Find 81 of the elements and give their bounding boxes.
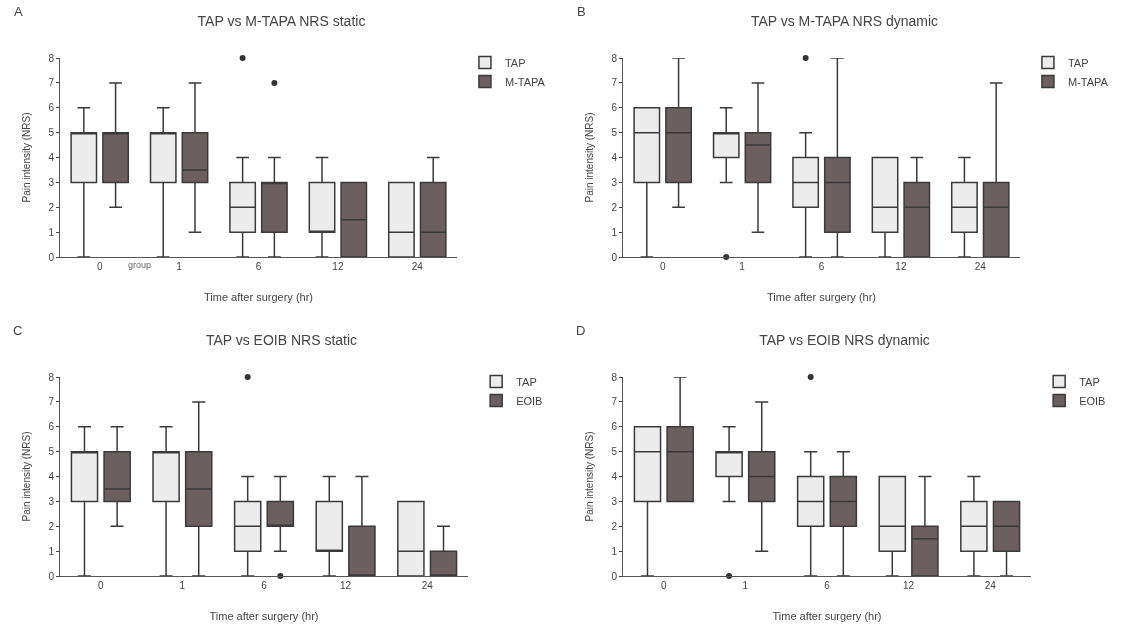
- x-tick-label: 6: [824, 580, 831, 591]
- y-tick-label: 7: [48, 77, 55, 89]
- y-tick-label: 2: [611, 520, 618, 532]
- y-tick-label: 0: [48, 251, 55, 263]
- y-tick-label: 3: [611, 495, 618, 507]
- x-tick-label: 1: [739, 261, 746, 272]
- y-tick-label: 0: [48, 570, 55, 582]
- y-tick-label: 7: [611, 396, 618, 408]
- x-tick-label: 12: [895, 261, 907, 272]
- y-axis-title: Pain intensity (NRS): [584, 431, 595, 522]
- x-tick-label: 24: [411, 261, 424, 272]
- x-tick-label: 24: [984, 580, 997, 591]
- legend-label: EOIB: [1079, 394, 1106, 407]
- x-tick-label: 6: [818, 261, 825, 272]
- y-tick-label: 2: [611, 201, 618, 213]
- legend-label: TAP: [504, 56, 526, 69]
- text: C: [13, 323, 23, 338]
- y-tick-label: 6: [611, 421, 618, 433]
- text: D: [576, 323, 586, 338]
- y-tick-label: 1: [611, 545, 618, 557]
- legend-label: M-TAPA: [504, 75, 546, 88]
- y-tick-label: 6: [48, 102, 55, 114]
- legend-label: TAP: [1079, 375, 1100, 388]
- y-tick-label: 0: [611, 251, 618, 263]
- legend-label: TAP: [1067, 56, 1089, 69]
- y-tick-label: 4: [611, 152, 618, 163]
- x-tick-label: 6: [261, 580, 268, 591]
- y-tick-label: 4: [48, 471, 55, 482]
- y-axis-title: Pain intensity (NRS): [584, 112, 595, 203]
- y-tick-label: 5: [611, 446, 618, 458]
- text: B: [577, 4, 586, 19]
- y-tick-label: 1: [48, 545, 55, 557]
- legend-label: TAP: [516, 375, 537, 388]
- text: A: [14, 4, 23, 19]
- x-tick-label: 12: [903, 580, 915, 591]
- x-tick-label: 12: [340, 580, 352, 591]
- x-axis-title: Time after surgery (hr): [766, 291, 877, 304]
- x-tick-label: 12: [332, 261, 344, 272]
- x-axis-title: Time after surgery (hr): [203, 291, 314, 304]
- x-tick-label: 1: [179, 580, 186, 591]
- legend-label: M-TAPA: [1067, 75, 1109, 88]
- y-tick-label: 2: [48, 520, 55, 532]
- y-tick-label: 6: [48, 421, 55, 433]
- y-tick-label: 5: [48, 127, 55, 139]
- x-axis-title: Time after surgery (hr): [209, 610, 319, 623]
- y-tick-label: 7: [48, 396, 55, 408]
- y-tick-label: 5: [48, 446, 55, 458]
- text: group: [128, 260, 152, 270]
- x-tick-label: 24: [421, 580, 434, 591]
- x-axis-title: Time after surgery (hr): [772, 610, 882, 623]
- y-axis-title: Pain intensity (NRS): [21, 112, 32, 203]
- y-tick-label: 5: [611, 127, 618, 139]
- x-tick-label: 24: [974, 261, 987, 272]
- y-tick-label: 1: [611, 226, 618, 238]
- y-axis-title: Pain intensity (NRS): [21, 431, 32, 522]
- y-tick-label: 4: [611, 471, 618, 482]
- x-tick-label: 0: [96, 261, 103, 272]
- y-tick-label: 8: [48, 52, 55, 64]
- x-tick-label: 0: [661, 580, 668, 591]
- y-tick-label: 6: [611, 102, 618, 114]
- chart-title: TAP vs M-TAPA NRS dynamic: [750, 12, 939, 29]
- chart-title: TAP vs EOIB NRS dynamic: [759, 331, 930, 348]
- chart-title: TAP vs EOIB NRS static: [205, 331, 358, 348]
- y-tick-label: 2: [48, 201, 55, 213]
- y-tick-label: 8: [48, 371, 55, 383]
- y-tick-label: 8: [611, 371, 618, 383]
- x-tick-label: 0: [98, 580, 105, 591]
- chart-title: TAP vs M-TAPA NRS static: [197, 12, 366, 29]
- y-tick-label: 3: [48, 495, 55, 507]
- x-tick-label: 6: [255, 261, 262, 272]
- x-tick-label: 0: [659, 261, 666, 272]
- y-tick-label: 0: [611, 570, 618, 582]
- legend-label: EOIB: [516, 394, 543, 407]
- y-tick-label: 3: [611, 176, 618, 188]
- y-tick-label: 1: [48, 226, 55, 238]
- x-tick-label: 1: [742, 580, 749, 591]
- y-tick-label: 3: [48, 176, 55, 188]
- y-tick-label: 8: [611, 52, 618, 64]
- y-tick-label: 7: [611, 77, 618, 89]
- x-tick-label: 1: [176, 261, 183, 272]
- y-tick-label: 4: [48, 152, 55, 163]
